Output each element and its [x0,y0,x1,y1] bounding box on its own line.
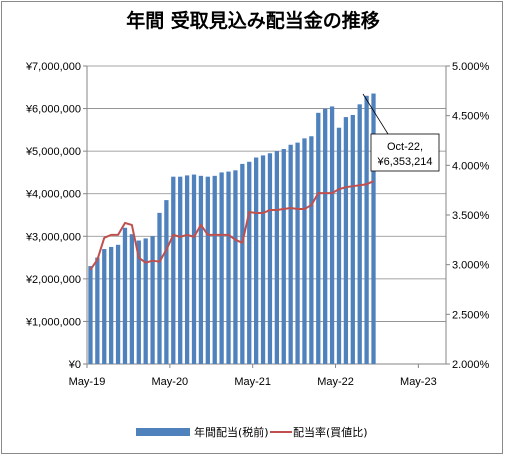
bar [247,161,252,364]
bar [219,172,224,364]
legend-label-line: 配当率(買値比) [293,425,368,439]
bar [254,157,259,364]
left-tick-label: ¥3,000,000 [25,231,81,243]
x-tick-label: May-23 [400,376,437,388]
annotation-callout: Oct-22, ¥6,353,214 [362,93,440,172]
bar [233,170,238,364]
bar [95,257,100,364]
right-tick-label: 3.000% [452,260,490,272]
bar [240,163,245,364]
bar [157,212,162,364]
right-tick-label: 2.500% [452,309,490,321]
legend: 年間配当(税前) 配当率(買値比) [136,425,368,439]
bar [150,236,155,364]
yield-line [89,180,374,271]
right-tick-label: 4.500% [452,111,490,123]
bar [309,136,314,364]
bar [226,171,231,364]
bar [122,227,128,364]
bar [136,240,141,364]
line-series [89,180,374,271]
left-tick-label: ¥5,000,000 [25,146,81,158]
annotation-leader [362,93,389,135]
bar [364,95,369,365]
bar [371,93,376,364]
bar [316,112,321,364]
bar [274,151,279,364]
bar [205,176,210,364]
left-tick-label: ¥2,000,000 [25,274,81,286]
bar [184,175,190,364]
bar [267,153,273,364]
right-tick-label: 5.000% [452,61,490,73]
left-tick-label: ¥4,000,000 [25,189,81,201]
bar [350,114,355,364]
bar [281,149,286,364]
bar [102,249,107,364]
bar [171,176,176,364]
left-tick-label: ¥7,000,000 [25,61,81,73]
annotation-box [370,133,440,172]
x-tick-label: May-19 [69,376,106,388]
axis-labels: ¥0 ¥1,000,000 ¥2,000,000 ¥3,000,000 ¥4,000,0… [25,61,490,388]
bar [260,155,266,364]
right-tick-label: 3.500% [452,210,490,222]
x-tick-label: May-20 [152,376,189,388]
bar [129,234,135,364]
bar [295,142,300,364]
bar [191,174,197,364]
bar-series [88,93,376,365]
right-tick-label: 4.000% [452,160,490,172]
legend-swatch-bar [136,428,190,436]
bar [323,108,328,364]
bar [164,200,169,364]
annotation-line-1: Oct-22, [387,141,423,153]
bar [336,127,342,364]
left-tick-label: ¥6,000,000 [25,104,81,116]
bar [88,266,93,364]
x-tick-label: May-21 [234,376,271,388]
bar [109,246,114,364]
right-tick-label: 2.000% [452,359,490,371]
bar [357,104,362,365]
bar [143,238,148,364]
chart-title: 年間 受取見込み配当金の推移 [126,10,380,32]
left-tick-label: ¥1,000,000 [25,316,81,328]
left-tick-label: ¥0 [68,359,81,371]
bar [288,144,293,364]
legend-label-bar: 年間配当(税前) [194,425,269,439]
bar [329,106,335,364]
bar [302,138,307,364]
annotation-line-2: ¥6,353,214 [376,156,432,168]
bar [343,117,349,364]
bar [212,175,217,364]
x-tick-label: May-22 [317,376,354,388]
bar [198,175,204,364]
bar [178,176,183,364]
bar [115,244,121,364]
